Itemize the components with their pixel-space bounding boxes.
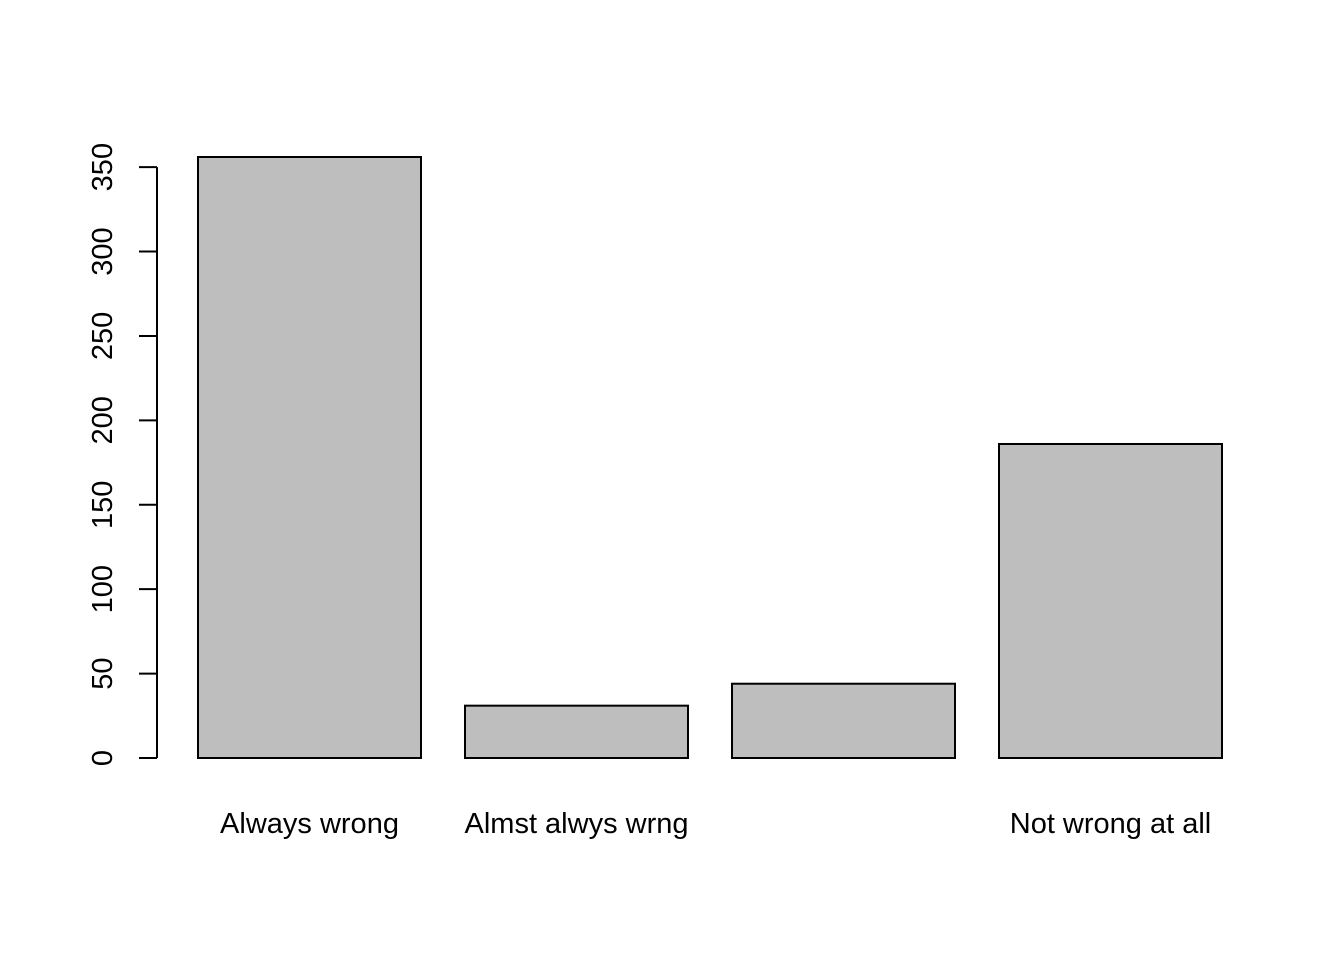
y-tick-label: 300 xyxy=(87,227,119,275)
y-tick-label: 250 xyxy=(87,312,119,360)
y-tick-label: 350 xyxy=(87,143,119,191)
bar xyxy=(998,442,1223,759)
bar xyxy=(731,682,956,760)
category-label: Not wrong at all xyxy=(1010,808,1212,840)
bars xyxy=(197,156,1223,760)
bar xyxy=(197,156,422,759)
y-tick-label: 150 xyxy=(87,481,119,529)
category-label: Almst alwys wrng xyxy=(465,808,689,840)
y-tick-label: 0 xyxy=(87,750,119,766)
x-axis-labels: Always wrong Almst alwys wrng Not wrong at… xyxy=(220,808,1211,840)
y-tick-label: 50 xyxy=(87,657,119,689)
y-tick-label: 200 xyxy=(87,396,119,444)
y-tick-label: 100 xyxy=(87,565,119,613)
category-label: Always wrong xyxy=(220,808,399,840)
y-axis: 0 50 100 150 200 250 300 350 xyxy=(87,143,157,766)
bar xyxy=(464,704,689,759)
